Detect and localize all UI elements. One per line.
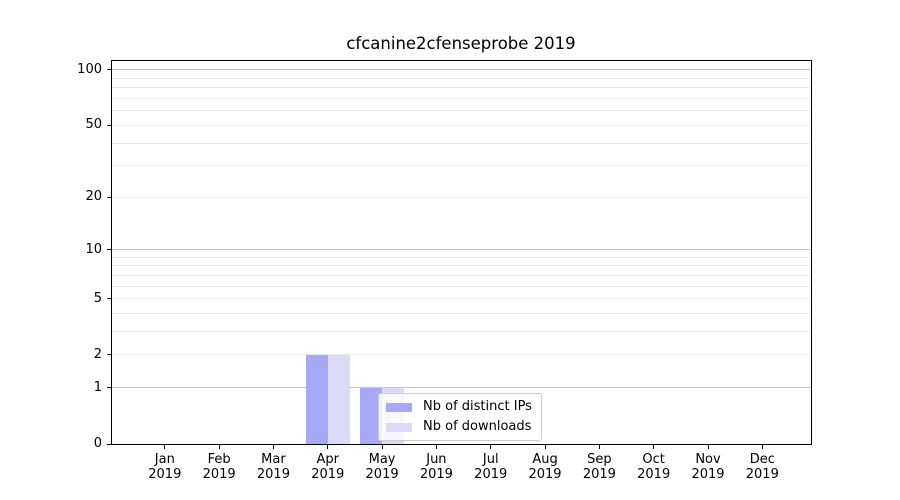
x-tick-mark [381,445,383,449]
bar-downloads-apr [327,354,350,444]
x-tick-month: Aug [532,452,558,467]
x-tick-month: Apr [316,452,340,467]
bar-distinct-ips-may [360,387,383,444]
x-tick-label: Jan 2019 [133,452,197,482]
gridline-minor [112,274,810,276]
y-tick-label: 1 [93,379,102,395]
gridline-minor [112,124,810,126]
gridline-minor [112,165,810,167]
y-tick-mark [107,443,111,445]
gridline-minor [112,354,810,356]
y-tick-label: 2 [93,346,102,362]
x-tick-label: Feb 2019 [187,452,251,482]
x-tick-mark [653,445,655,449]
x-tick-month: Feb [207,452,231,467]
x-tick-mark [327,445,329,449]
y-tick-mark [107,69,111,71]
x-tick-year: 2019 [637,467,671,482]
x-tick-month: Jun [426,452,447,467]
x-tick-mark [435,445,437,449]
gridline-major [112,387,810,389]
x-tick-year: 2019 [311,467,345,482]
x-tick-year: 2019 [202,467,236,482]
x-tick-label: Dec 2019 [730,452,794,482]
x-tick-month: Jan [154,452,175,467]
gridline-major [112,249,810,251]
x-tick-month: May [368,452,396,467]
x-tick-month: Jul [482,452,499,467]
legend-label-downloads: Nb of downloads [423,419,532,434]
x-tick-label: Nov 2019 [676,452,740,482]
x-tick-mark [544,445,546,449]
y-tick-label: 20 [85,189,102,205]
y-tick-mark [107,387,111,389]
y-tick-mark [107,298,111,300]
x-tick-month: Sep [587,452,612,467]
x-tick-year: 2019 [365,467,399,482]
y-tick-label: 50 [85,117,102,133]
x-tick-label: May 2019 [350,452,414,482]
x-tick-mark [490,445,492,449]
gridline-minor [112,87,810,89]
x-tick-label: Aug 2019 [513,452,577,482]
x-tick-label: Jul 2019 [459,452,523,482]
gridline-minor [112,298,810,300]
gridline-minor [112,285,810,287]
chart-title: cfcanine2cfenseprobe 2019 [346,34,576,53]
y-tick-label: 5 [93,290,102,306]
x-tick-mark [272,445,274,449]
bar-distinct-ips-apr [305,354,328,444]
gridline-major [112,69,810,71]
gridline-minor [112,265,810,267]
x-tick-mark [761,445,763,449]
x-tick-mark [218,445,220,449]
x-tick-year: 2019 [582,467,616,482]
y-tick-mark [107,124,111,126]
y-tick-mark [107,354,111,356]
x-tick-label: Mar 2019 [241,452,305,482]
x-tick-year: 2019 [256,467,290,482]
x-tick-label: Oct 2019 [622,452,686,482]
legend-swatch-distinct-ips [386,402,412,412]
x-tick-label: Jun 2019 [404,452,468,482]
x-tick-month: Nov [695,452,721,467]
y-tick-mark [107,249,111,251]
gridline-minor [112,77,810,79]
x-tick-year: 2019 [745,467,779,482]
legend: Nb of distinct IPs Nb of downloads [378,393,542,441]
legend-entry-downloads: Nb of downloads [386,419,532,435]
x-tick-mark [598,445,600,449]
gridline-minor [112,98,810,100]
x-tick-month: Oct [642,452,665,467]
y-tick-mark [107,196,111,198]
x-tick-year: 2019 [419,467,453,482]
x-tick-year: 2019 [474,467,508,482]
legend-label-distinct-ips: Nb of distinct IPs [423,399,532,414]
y-tick-label: 10 [85,241,102,257]
x-tick-year: 2019 [691,467,725,482]
legend-entry-distinct-ips: Nb of distinct IPs [386,399,532,415]
x-tick-label: Sep 2019 [567,452,631,482]
gridline-minor [112,196,810,198]
gridline-minor [112,331,810,333]
y-tick-label: 100 [77,61,102,77]
legend-swatch-downloads [386,422,412,432]
gridline-minor [112,256,810,258]
gridline-minor [112,142,810,144]
x-tick-mark [707,445,709,449]
x-tick-month: Dec [749,452,775,467]
x-tick-year: 2019 [528,467,562,482]
x-tick-month: Mar [261,452,286,467]
gridline-minor [112,313,810,315]
x-tick-mark [164,445,166,449]
gridline-minor [112,110,810,112]
x-tick-label: Apr 2019 [296,452,360,482]
x-tick-year: 2019 [148,467,182,482]
y-tick-label: 0 [93,436,102,451]
